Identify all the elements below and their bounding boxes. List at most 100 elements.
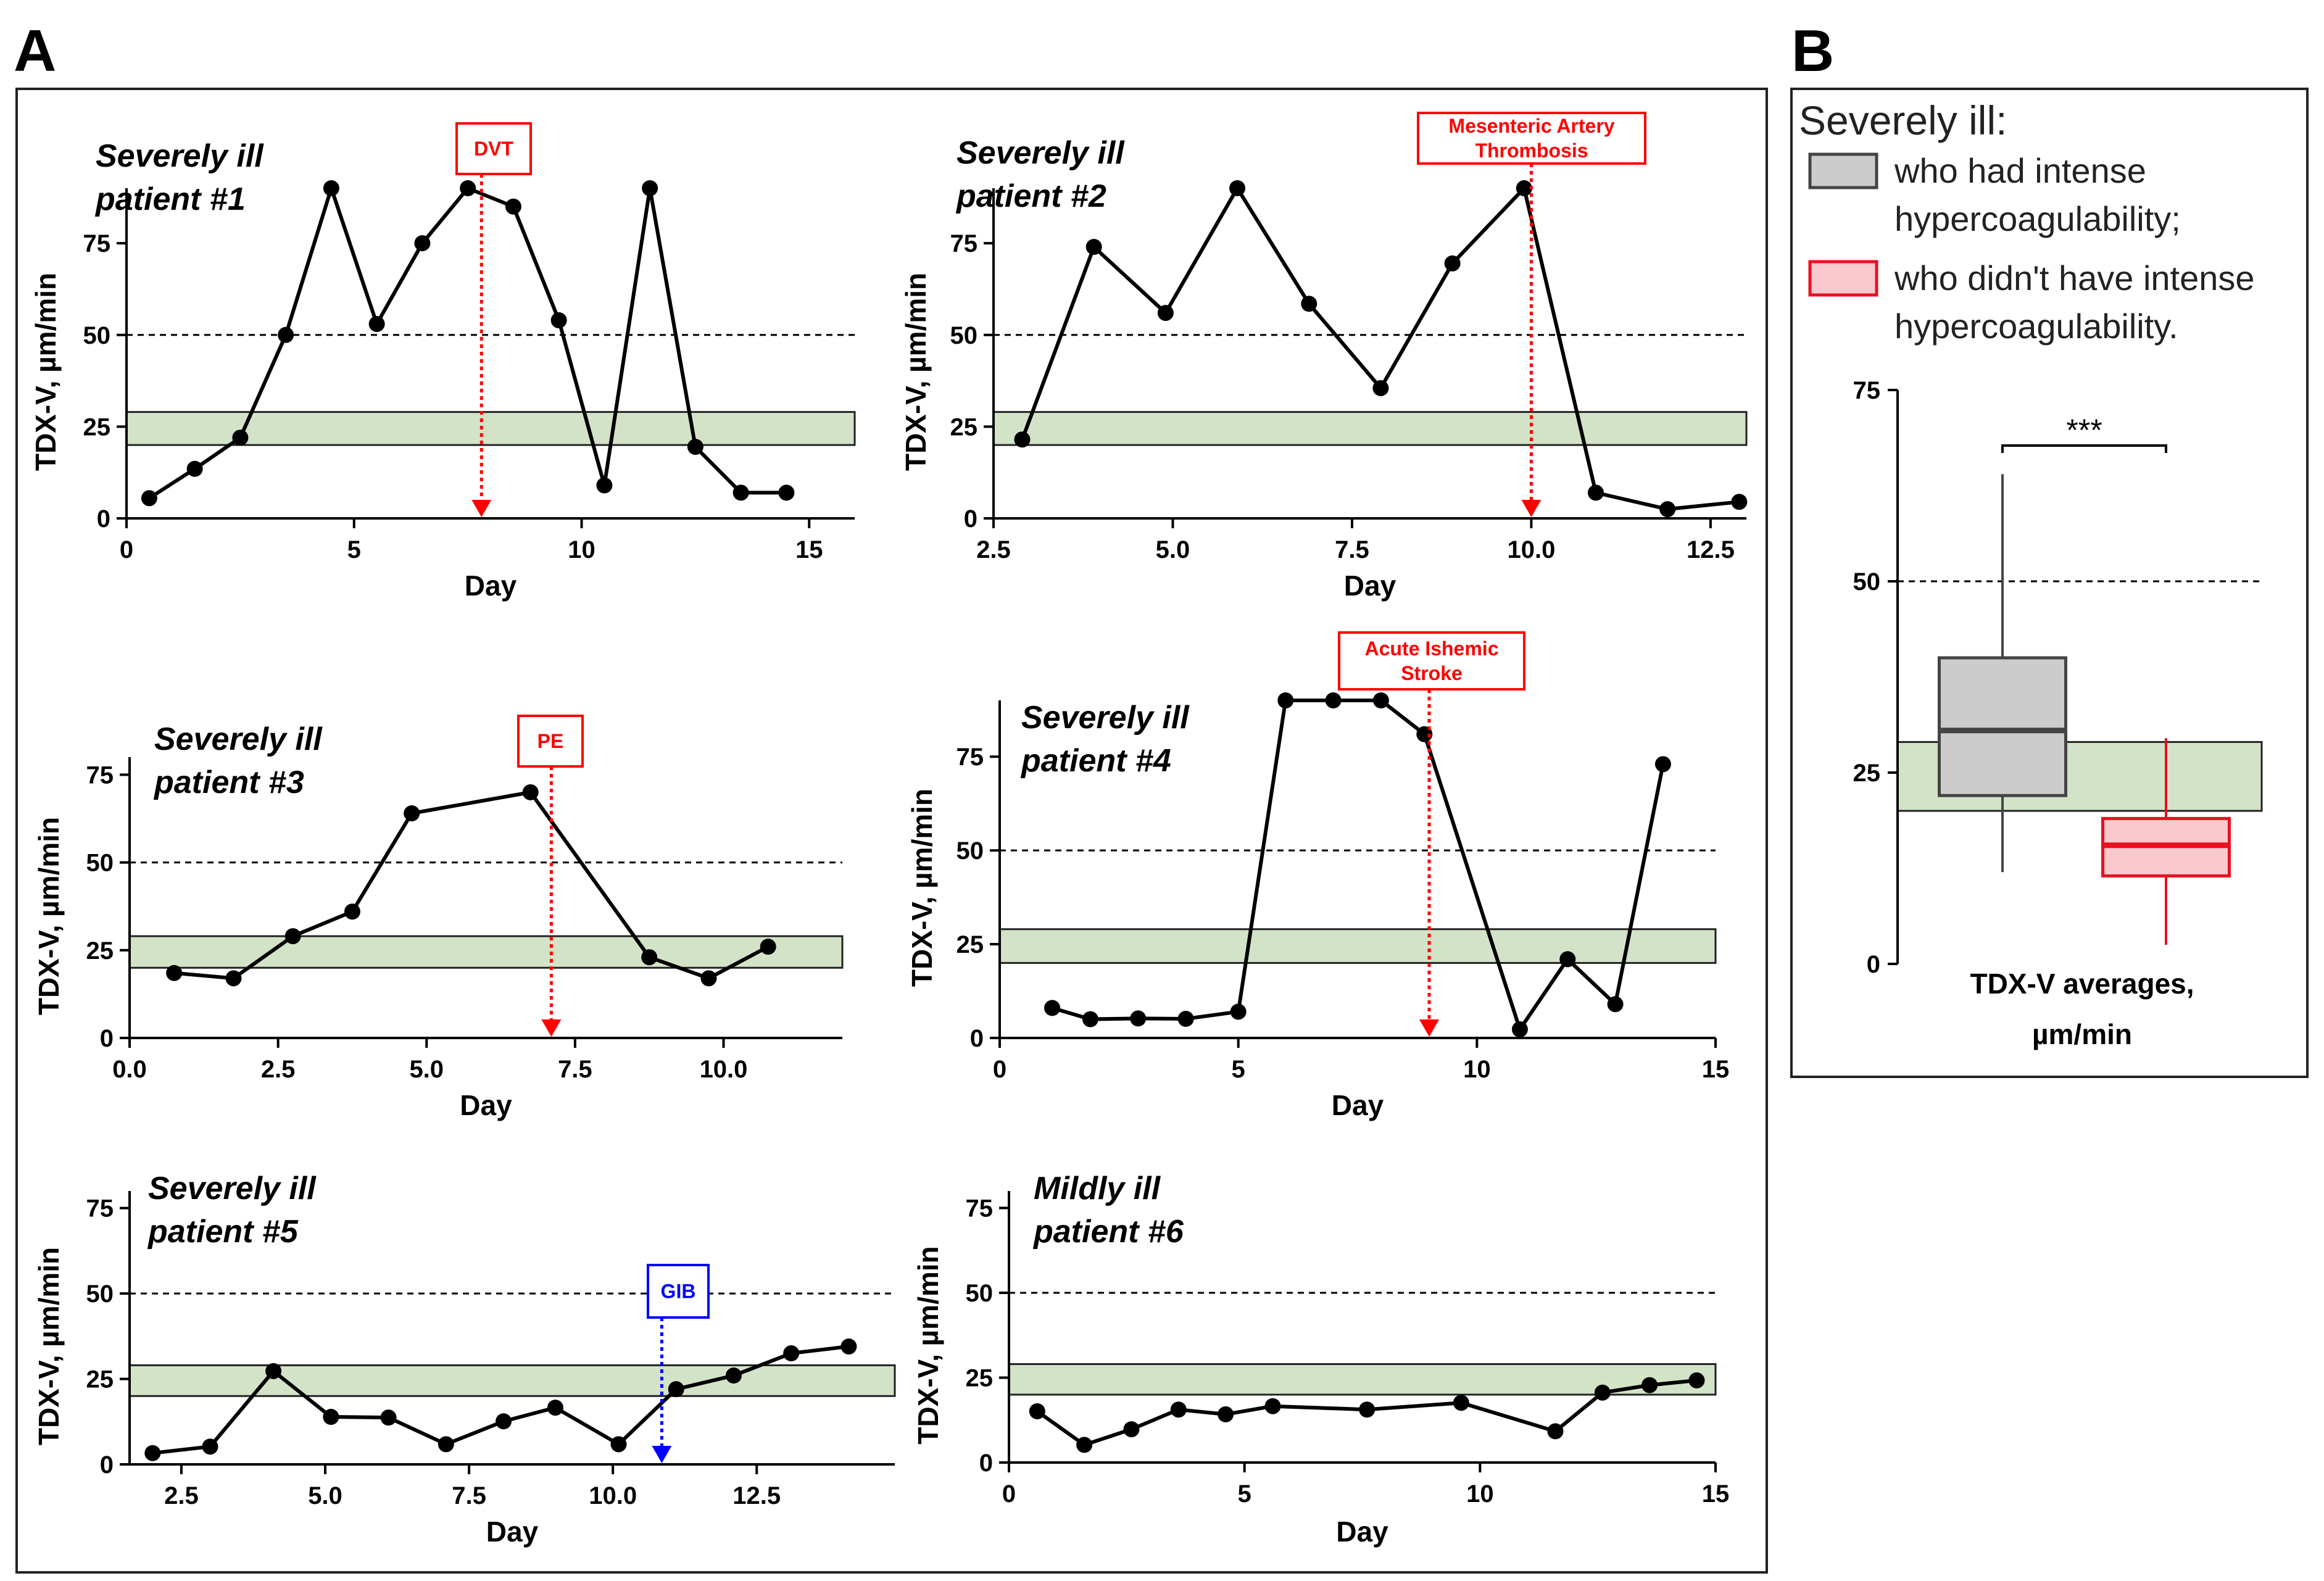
x-tick-label: 2.5 bbox=[261, 1056, 296, 1083]
x-axis-title: Day bbox=[486, 1516, 539, 1548]
data-point bbox=[368, 315, 385, 332]
chart-title-line: patient #1 bbox=[94, 181, 246, 217]
event-label-text: DVT bbox=[474, 138, 513, 160]
y-tick-label: 50 bbox=[950, 322, 978, 349]
data-point bbox=[1641, 1377, 1658, 1393]
x-tick-label: 2.5 bbox=[976, 536, 1011, 563]
y-tick-label: 50 bbox=[1853, 568, 1881, 595]
reference-band bbox=[998, 928, 1717, 964]
legend-entry-text: hypercoagulability. bbox=[1894, 307, 2178, 346]
y-tick-label: 75 bbox=[1853, 377, 1881, 404]
data-point bbox=[505, 198, 521, 215]
legend-entry-text: who had intense bbox=[1894, 151, 2146, 190]
data-point bbox=[1029, 1403, 1045, 1419]
data-point bbox=[547, 1400, 563, 1416]
event-label-text: Acute Ishemic bbox=[1365, 637, 1499, 660]
x-tick-label: 0 bbox=[993, 1056, 1006, 1083]
x-tick-label: 5.0 bbox=[409, 1056, 444, 1083]
x-tick-label: 5 bbox=[1232, 1056, 1245, 1083]
data-point bbox=[1654, 756, 1671, 773]
x-tick-label: 0 bbox=[120, 536, 133, 563]
data-point bbox=[1659, 501, 1676, 518]
data-point bbox=[186, 460, 203, 477]
data-point bbox=[1516, 180, 1532, 196]
event-arrowhead bbox=[471, 500, 492, 517]
y-tick-label: 25 bbox=[966, 1365, 994, 1392]
x-tick-label: 10.0 bbox=[1507, 536, 1555, 563]
y-axis-title: TDX-V, µm/min bbox=[900, 273, 932, 471]
x-tick-label: 5.0 bbox=[1156, 536, 1190, 563]
x-tick-label: 12.5 bbox=[1687, 536, 1735, 563]
y-tick-label: 50 bbox=[966, 1280, 994, 1307]
chart-title-line: Severely ill bbox=[96, 138, 264, 174]
event-arrowhead bbox=[1419, 1019, 1439, 1037]
data-point bbox=[725, 1367, 742, 1384]
data-point bbox=[1301, 296, 1318, 312]
chart-title-line: Severely ill bbox=[1021, 700, 1190, 736]
chart-patient-6: 0 25 50 75 0 5 10 15 Day TDX-V, µm/min Mildly ill p… bbox=[912, 1171, 1729, 1548]
x-axis-title: µm/min bbox=[2032, 1018, 2132, 1050]
x-axis-title: Day bbox=[1332, 1089, 1384, 1121]
x-tick-label: 15 bbox=[1702, 1056, 1730, 1083]
data-point bbox=[732, 484, 749, 501]
data-point bbox=[460, 180, 476, 196]
y-tick-label: 75 bbox=[957, 744, 984, 771]
data-point bbox=[1372, 380, 1389, 396]
panel-a-label: A bbox=[14, 18, 56, 84]
data-point bbox=[641, 949, 658, 966]
y-tick-label: 50 bbox=[86, 1280, 114, 1308]
data-point bbox=[1688, 1372, 1705, 1388]
data-point bbox=[760, 939, 776, 955]
event-label-box bbox=[647, 1264, 710, 1319]
data-point bbox=[1218, 1406, 1234, 1422]
data-point bbox=[550, 312, 567, 328]
data-point bbox=[1085, 239, 1102, 255]
y-tick-label: 50 bbox=[83, 322, 111, 349]
chart-patient-5: 0 25 50 75 2.5 5.0 7.5 10.0 12.5 Day TDX-V, µm/min… bbox=[33, 1171, 896, 1548]
y-tick-label: 0 bbox=[100, 1451, 114, 1479]
chart-patient-3: 0 25 50 75 0.0 2.5 5.0 7.5 10.0 Day TDX-V, µm/min S… bbox=[33, 715, 844, 1121]
chart-patient-4: 0 25 50 75 0 5 10 15 Day TDX-V, µm/min Severely il… bbox=[906, 631, 1730, 1121]
data-point bbox=[596, 477, 613, 494]
chart-title-line: patient #3 bbox=[153, 765, 304, 800]
data-point bbox=[141, 490, 157, 507]
panel-a-frame bbox=[15, 88, 1768, 1574]
legend-swatch bbox=[1808, 260, 1878, 297]
y-tick-label: 25 bbox=[957, 931, 984, 958]
y-axis-title: TDX-V, µm/min bbox=[30, 273, 62, 471]
x-tick-label: 2.5 bbox=[164, 1482, 199, 1509]
y-tick-label: 0 bbox=[100, 1025, 114, 1052]
legend-entry-text: hypercoagulability; bbox=[1894, 199, 2181, 238]
y-tick-label: 75 bbox=[86, 1195, 114, 1222]
data-point bbox=[344, 903, 360, 920]
y-axis-title: TDX-V, µm/min bbox=[912, 1246, 944, 1444]
x-tick-label: 15 bbox=[1702, 1480, 1730, 1508]
chart-boxplot: Severely ill: who had intense hypercoagula… bbox=[1799, 98, 2263, 1050]
x-tick-label: 5 bbox=[347, 536, 361, 563]
data-point bbox=[1594, 1384, 1611, 1401]
x-tick-label: 5.0 bbox=[308, 1482, 342, 1509]
series-line bbox=[1020, 186, 1740, 512]
y-tick-label: 0 bbox=[964, 505, 977, 533]
data-point bbox=[202, 1438, 218, 1455]
x-tick-label: 10.0 bbox=[700, 1056, 748, 1083]
y-tick-label: 0 bbox=[97, 505, 110, 533]
data-point bbox=[1230, 1003, 1247, 1020]
data-point bbox=[1082, 1011, 1098, 1027]
reference-band bbox=[1008, 1363, 1717, 1396]
data-point bbox=[1014, 431, 1031, 448]
data-point bbox=[284, 928, 301, 945]
data-point bbox=[278, 326, 294, 343]
y-tick-label: 75 bbox=[966, 1195, 994, 1222]
reference-band bbox=[992, 411, 1748, 446]
x-tick-label: 7.5 bbox=[1335, 536, 1369, 563]
data-point bbox=[783, 1345, 800, 1362]
chart-title-line: Severely ill bbox=[957, 135, 1125, 171]
chart-title-line: Severely ill bbox=[154, 721, 323, 757]
data-point bbox=[1416, 726, 1433, 742]
x-tick-label: 7.5 bbox=[558, 1056, 592, 1083]
significance-bracket bbox=[2001, 444, 2167, 453]
data-point bbox=[144, 1445, 161, 1461]
y-tick-label: 0 bbox=[1867, 951, 1880, 978]
data-point bbox=[1607, 996, 1624, 1013]
